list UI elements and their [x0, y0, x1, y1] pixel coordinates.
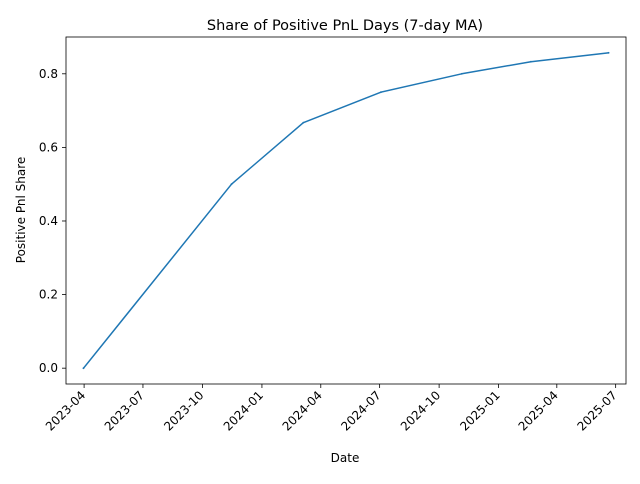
y-tick-label: 0.2 [39, 288, 58, 302]
x-tick-label: 2024-01 [221, 388, 266, 433]
x-tick-label: 2025-01 [457, 388, 502, 433]
data-point [380, 91, 382, 94]
x-tick-label: 2024-04 [280, 388, 325, 433]
data-point [230, 183, 233, 186]
axes-frame [65, 36, 627, 385]
x-tick-label: 2025-07 [574, 388, 619, 433]
x-tick-label: 2023-04 [43, 388, 88, 433]
data-point [82, 367, 85, 370]
data-point [460, 72, 463, 75]
x-tick-label: 2025-04 [516, 388, 561, 433]
x-tick-label: 2023-10 [161, 388, 206, 433]
y-tick-label: 0.4 [39, 214, 58, 228]
data-point [530, 60, 532, 63]
x-tick-label: 2024-07 [338, 388, 383, 433]
plot-area: 0.0 0.2 0.4 0.6 0.8 2023-04 2023-07 2023-10 2024… [39, 36, 627, 434]
data-point [302, 121, 305, 124]
chart-title: Share of Positive PnL Days (7-day MA) [207, 18, 483, 34]
series-line-0 [82, 51, 610, 370]
x-tick-label: 2024-10 [398, 388, 443, 433]
y-axis-label: Positive Pnl Share [14, 157, 28, 263]
y-tick-label: 0.0 [39, 361, 58, 375]
y-tick-label: 0.6 [39, 140, 58, 154]
data-point [607, 51, 610, 54]
x-tick-label: 2023-07 [102, 388, 147, 433]
x-axis-label: Date [331, 451, 360, 465]
y-tick-label: 0.8 [39, 67, 58, 81]
